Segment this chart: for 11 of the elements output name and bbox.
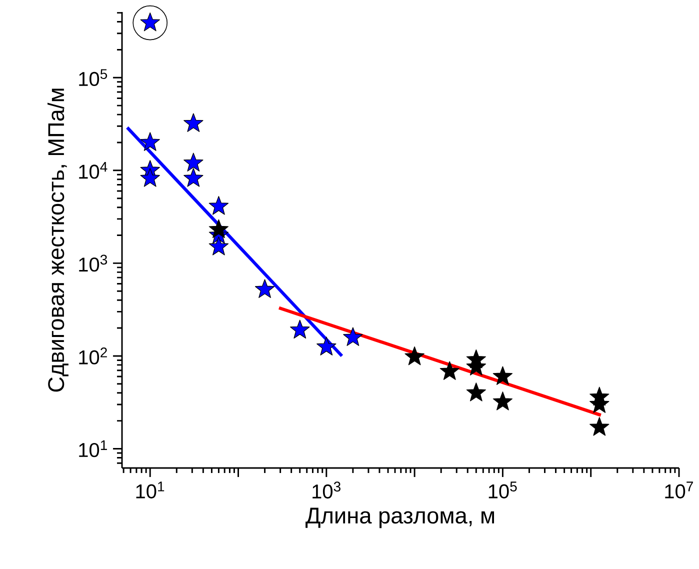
y-tick-label: 10$^{1}$	[79, 440, 107, 458]
y-axis-title: Сдвиговая жесткость, МПа/м	[48, 88, 68, 392]
x-tick-label: 10$^{1}$	[136, 482, 164, 498]
x-tick-label: 10$^{7}$	[665, 482, 693, 498]
x-tick-label: 10$^{3}$	[312, 482, 340, 499]
x-tick-label: 10$^{5}$	[488, 482, 517, 498]
y-tick-label: 10$^{3}$	[79, 254, 108, 272]
y-tick-label: 10$^{4}$	[79, 162, 108, 179]
y-tick-label: 10$^{5}$	[79, 69, 108, 86]
x-axis-title: Длина разлома, м	[306, 508, 494, 528]
y-tick-label: 10$^{2}$	[79, 348, 107, 364]
